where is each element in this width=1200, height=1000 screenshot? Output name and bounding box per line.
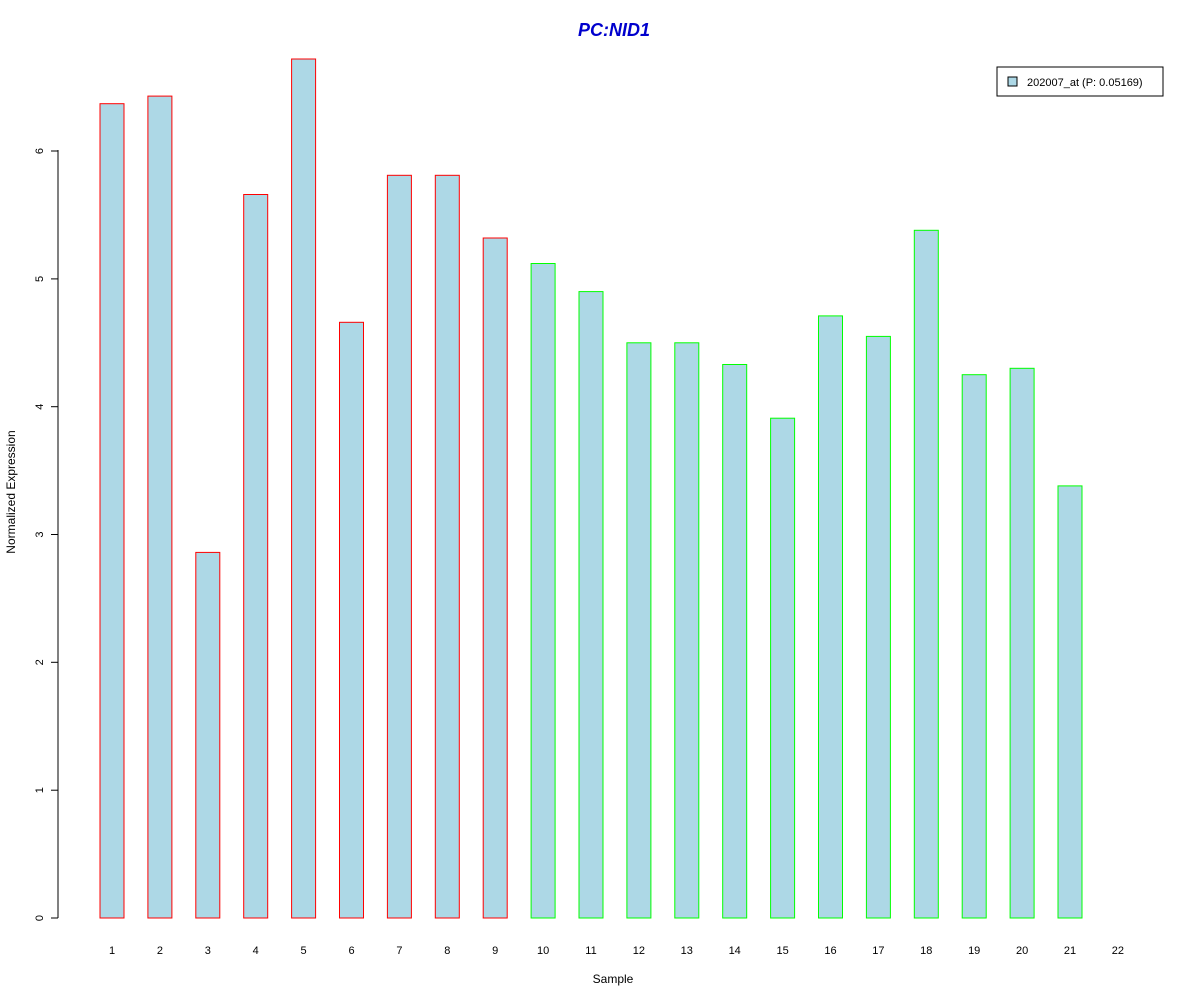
bar-sample-10: [530, 263, 556, 919]
x-tick-label: 7: [396, 945, 402, 957]
bar-sample-4: [243, 194, 269, 919]
x-tick-label: 9: [492, 945, 498, 957]
chart-title: PC:NID1: [578, 20, 650, 40]
bar-sample-14: [722, 364, 748, 919]
x-tick-label: 19: [968, 945, 980, 957]
x-tick-labels: 1 2 3 4 5 6 7 8 9 10 11 12 13 14 15 16 17 18 19 20 21 22: [109, 945, 1124, 957]
x-tick-label: 11: [585, 945, 596, 957]
x-tick-label: 15: [776, 945, 788, 957]
x-tick-label: 13: [681, 945, 693, 957]
x-tick-label: 5: [301, 945, 307, 957]
y-tick-label: 4: [34, 404, 46, 410]
x-tick-label: 18: [920, 945, 932, 957]
x-tick-label: 3: [205, 945, 211, 957]
x-tick-label: 20: [1016, 945, 1028, 957]
legend-swatch: [1007, 76, 1018, 87]
x-tick-label: 8: [444, 945, 450, 957]
x-tick-label: 21: [1064, 945, 1076, 957]
bar-sample-17: [865, 335, 891, 919]
x-tick-label: 4: [253, 945, 259, 957]
bar-sample-21: [1057, 485, 1083, 919]
y-tick-label: 2: [34, 659, 46, 665]
bar-sample-8: [434, 174, 460, 919]
bar-sample-20: [1009, 367, 1035, 919]
y-axis: 0 1 2 3 4 5 6: [34, 148, 59, 921]
bar-sample-5: [291, 58, 317, 919]
y-tick-label: 5: [34, 276, 46, 282]
y-tick-label: 0: [34, 915, 46, 921]
bar-sample-2: [147, 95, 173, 919]
legend-label: 202007_at (P: 0.05169): [1027, 77, 1143, 89]
x-tick-label: 2: [157, 945, 163, 957]
bar-sample-16: [818, 315, 843, 919]
bar-sample-3: [195, 551, 221, 919]
legend: 202007_at (P: 0.05169): [996, 66, 1164, 97]
y-axis-label: Normalized Expression: [4, 430, 18, 553]
x-tick-label: 22: [1112, 945, 1124, 957]
x-tick-label: 14: [729, 945, 741, 957]
bar-sample-1: [99, 103, 125, 919]
bar-sample-15: [770, 417, 796, 919]
y-tick-label: 3: [34, 531, 46, 537]
bar-sample-6: [339, 321, 364, 919]
x-tick-label: 17: [872, 945, 884, 957]
bar-sample-9: [482, 237, 508, 919]
bar-sample-13: [674, 342, 700, 919]
bar-sample-18: [913, 229, 939, 919]
x-tick-label: 10: [537, 945, 549, 957]
x-axis-label: Sample: [593, 972, 634, 986]
y-tick-label: 1: [34, 787, 46, 793]
bar-sample-7: [386, 174, 412, 919]
bars-group: [99, 58, 1083, 919]
bar-sample-12: [626, 342, 652, 919]
bar-sample-19: [961, 374, 987, 919]
bar-sample-11: [578, 291, 604, 919]
x-tick-label: 16: [824, 945, 836, 957]
x-tick-label: 12: [633, 945, 645, 957]
x-tick-label: 6: [348, 945, 354, 957]
y-tick-label: 6: [34, 148, 46, 154]
legend-box: [996, 66, 1164, 97]
x-tick-label: 1: [109, 945, 115, 957]
